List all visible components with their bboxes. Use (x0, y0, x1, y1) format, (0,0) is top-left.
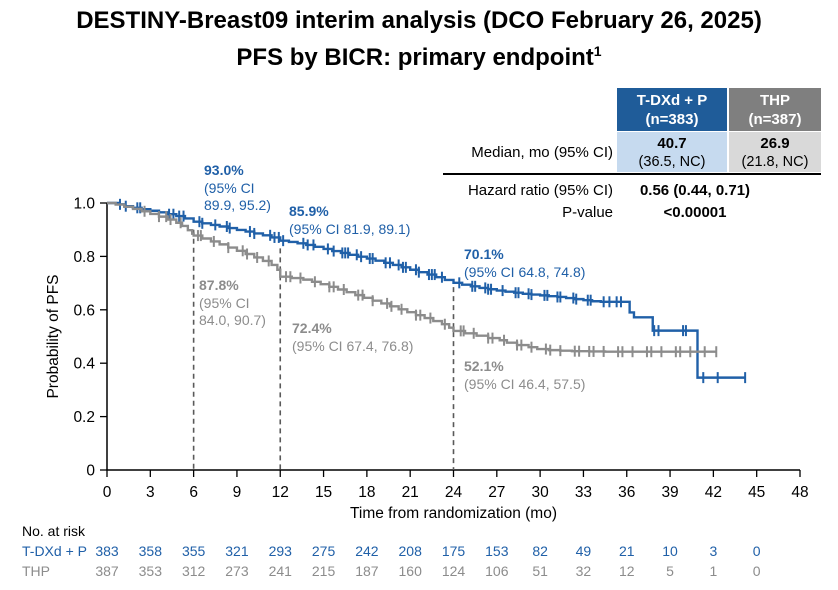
at-risk-value: 51 (532, 563, 548, 579)
at-risk-value: 175 (441, 543, 466, 559)
y-tick-label: 0.4 (73, 356, 95, 373)
at-risk-value: 0 (752, 543, 761, 559)
x-tick-label: 3 (146, 484, 155, 501)
x-tick-label: 30 (532, 484, 550, 501)
at-risk-value: 273 (225, 563, 249, 579)
title-line-1: DESTINY-Breast09 interim analysis (DCO F… (76, 7, 762, 34)
at-risk-value: 312 (181, 563, 206, 579)
x-tick-label: 36 (618, 484, 635, 501)
y-tick-label: 1.0 (73, 196, 95, 213)
at-risk-value: 21 (618, 543, 635, 559)
at-risk-value: 187 (355, 563, 379, 579)
title-footnote-marker: 1 (593, 43, 602, 59)
at-risk-value: 32 (575, 563, 592, 579)
x-tick-label: 42 (705, 484, 722, 501)
at-risk-value: 355 (181, 543, 206, 559)
at-risk-value: 49 (575, 543, 592, 559)
x-tick-label: 6 (189, 484, 198, 501)
at-risk-value: 275 (311, 543, 336, 559)
at-risk-value: 5 (666, 563, 674, 579)
at-risk-value: 12 (618, 563, 635, 579)
y-tick-label: 0.2 (73, 409, 95, 426)
at-risk-value: 0 (752, 563, 761, 579)
y-tick-label: 0.8 (73, 249, 95, 266)
x-tick-label: 9 (233, 484, 242, 501)
stats-col-header-thp: THP (n=387) (729, 88, 821, 131)
median-value-tdxd: 40.7 (36.5, NC) (617, 132, 727, 172)
at-risk-value: 3 (709, 543, 718, 559)
hazard-ratio-value: 0.56 (0.44, 0.71) (639, 182, 751, 199)
hazard-row-label: Hazard ratio (95% CI) (467, 182, 613, 199)
x-tick-label: 18 (358, 484, 375, 501)
at-risk-value: 242 (355, 543, 379, 559)
at-risk-value: 241 (268, 563, 292, 579)
y-axis-label: Probability of PFS (45, 274, 62, 398)
page-title: DESTINY-Breast09 interim analysis (DCO F… (0, 6, 838, 73)
stats-table-divider (443, 173, 821, 175)
x-tick-label: 48 (791, 484, 808, 501)
at-risk-value: 215 (311, 563, 336, 579)
at-risk-value: 358 (138, 543, 162, 559)
median-row-label: Median, mo (95% CI) (471, 144, 613, 161)
at-risk-row-label: T-DXd + P (22, 543, 87, 559)
at-risk-value: 153 (485, 543, 509, 559)
at-risk-value: 160 (398, 563, 422, 579)
x-tick-label: 39 (661, 484, 678, 501)
km-curve-thp (107, 201, 717, 353)
at-risk-row-label: THP (22, 563, 50, 579)
title-line-2: PFS by BICR: primary endpoint1 (236, 43, 602, 71)
x-tick-label: 15 (315, 484, 332, 501)
x-tick-label: 45 (748, 484, 765, 501)
x-tick-label: 0 (103, 484, 112, 501)
x-tick-label: 24 (445, 484, 463, 501)
at-risk-value: 387 (95, 563, 119, 579)
km-curve-t-dxd-p (107, 201, 746, 379)
x-tick-label: 33 (575, 484, 592, 501)
x-tick-label: 12 (272, 484, 289, 501)
pvalue-value: <0.00001 (663, 204, 727, 221)
at-risk-value: 208 (398, 543, 422, 559)
at-risk-value: 321 (225, 543, 249, 559)
x-tick-label: 21 (402, 484, 419, 501)
stats-col-header-tdxd: T-DXd + P (n=383) (617, 88, 727, 131)
y-tick-label: 0.6 (73, 302, 95, 319)
at-risk-value: 293 (268, 543, 292, 559)
at-risk-value: 353 (138, 563, 162, 579)
y-tick-label: 0 (86, 463, 95, 480)
at-risk-value: 1 (709, 563, 718, 579)
at-risk-value: 82 (532, 543, 548, 559)
median-value-thp: 26.9 (21.8, NC) (729, 132, 821, 172)
x-tick-label: 27 (488, 484, 505, 501)
at-risk-value: 106 (485, 563, 509, 579)
at-risk-value: 10 (662, 543, 678, 559)
at-risk-value: 124 (441, 563, 466, 579)
pvalue-row-label: P-value (562, 204, 613, 221)
at-risk-title: No. at risk (22, 523, 86, 539)
x-axis-label: Time from randomization (mo) (350, 505, 557, 522)
at-risk-value: 383 (95, 543, 119, 559)
